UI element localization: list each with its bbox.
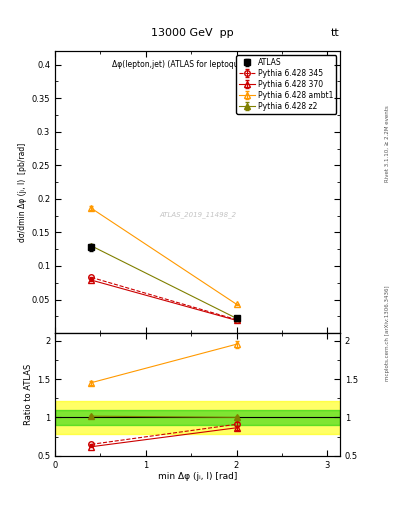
Text: Δφ(lepton,jet) (ATLAS for leptoquark search): Δφ(lepton,jet) (ATLAS for leptoquark sea…: [112, 60, 283, 69]
Bar: [55, 410, 340, 425]
Bar: [55, 400, 340, 434]
X-axis label: min Δφ (jᵢ, l) [rad]: min Δφ (jᵢ, l) [rad]: [158, 472, 237, 481]
Legend: ATLAS, Pythia 6.428 345, Pythia 6.428 370, Pythia 6.428 ambt1, Pythia 6.428 z2: ATLAS, Pythia 6.428 345, Pythia 6.428 37…: [236, 55, 336, 114]
Text: Rivet 3.1.10, ≥ 2.2M events: Rivet 3.1.10, ≥ 2.2M events: [385, 105, 389, 182]
Y-axis label: Ratio to ATLAS: Ratio to ATLAS: [24, 364, 33, 425]
Text: ATLAS_2019_11498_2: ATLAS_2019_11498_2: [159, 211, 236, 218]
Y-axis label: dσ/dmin Δφ (jᵢ, l)  [pb/rad]: dσ/dmin Δφ (jᵢ, l) [pb/rad]: [18, 142, 28, 242]
Text: mcplots.cern.ch [arXiv:1306.3436]: mcplots.cern.ch [arXiv:1306.3436]: [385, 285, 389, 380]
Text: tt: tt: [331, 28, 340, 38]
Text: 13000 GeV  pp: 13000 GeV pp: [151, 28, 234, 38]
